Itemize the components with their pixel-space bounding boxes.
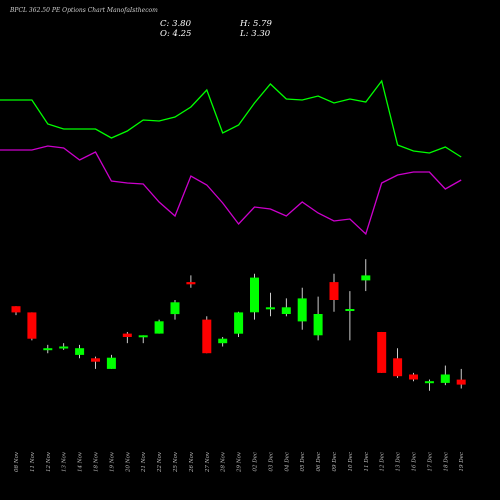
candle — [377, 331, 387, 373]
candle — [154, 319, 164, 334]
x-tick-label: 10 Dec — [348, 452, 354, 472]
candle — [170, 300, 180, 320]
x-tick-label: 14 Nov — [78, 451, 84, 472]
x-tick-label: 12 Dec — [380, 452, 386, 472]
candle-body — [106, 357, 116, 369]
candle-body — [440, 374, 450, 383]
low-value: L: 3.30 — [240, 29, 271, 39]
candle-body — [281, 307, 291, 314]
candle-body — [202, 319, 212, 354]
candle — [234, 311, 244, 337]
candle-body — [43, 348, 53, 351]
candle — [393, 348, 403, 378]
candle — [265, 292, 275, 317]
x-tick-label: 05 Dec — [300, 452, 306, 472]
candle — [297, 287, 307, 330]
candle-body — [409, 374, 418, 380]
candle-body — [186, 282, 196, 285]
indicator-lines — [0, 79, 462, 236]
candle — [313, 296, 323, 341]
x-tick-label: 29 Nov — [237, 451, 243, 473]
candle — [345, 291, 355, 341]
candle — [281, 298, 291, 317]
candle — [329, 273, 339, 312]
candle-body — [122, 333, 132, 337]
candle-body — [250, 277, 259, 313]
candle-body — [59, 346, 69, 349]
candle — [43, 344, 53, 354]
candle-body — [377, 332, 387, 373]
candles — [11, 259, 466, 391]
x-tick-label: 02 Dec — [253, 452, 259, 472]
x-tick-label: 28 Nov — [221, 451, 227, 473]
x-tick-label: 21 Nov — [141, 451, 147, 473]
x-tick-label: 13 Dec — [396, 452, 402, 472]
x-tick-label: 04 Dec — [284, 452, 290, 472]
x-tick-label: 19 Dec — [459, 452, 465, 472]
x-tick-label: 18 Nov — [94, 451, 100, 472]
candle-body — [329, 282, 339, 300]
candle-body — [75, 348, 85, 355]
x-tick-label: 25 Nov — [173, 451, 179, 473]
high-value: H: 5.79 — [240, 19, 272, 29]
candle — [202, 316, 212, 354]
x-tick-label: 18 Dec — [443, 452, 449, 472]
candle — [138, 335, 148, 344]
x-tick-label: 26 Nov — [189, 451, 195, 473]
candle-body — [91, 358, 100, 362]
x-tick-label: 08 Nov — [14, 451, 20, 472]
x-tick-label: 27 Nov — [205, 451, 211, 473]
candle — [361, 259, 371, 292]
candle — [456, 368, 466, 389]
candle — [409, 372, 418, 382]
open-value: O: 4.25 — [160, 29, 192, 39]
candle — [91, 356, 100, 369]
candle — [59, 343, 69, 350]
candle-body — [218, 338, 228, 344]
magenta-line — [0, 145, 462, 236]
x-tick-label: 17 Dec — [427, 452, 433, 472]
x-tick-label: 09 Dec — [332, 452, 338, 472]
x-tick-label: 12 Nov — [46, 451, 52, 472]
candle — [424, 379, 434, 391]
green-line — [0, 79, 462, 158]
x-tick-label: 22 Nov — [157, 451, 163, 473]
candle-body — [138, 335, 148, 338]
candle-body — [265, 307, 275, 310]
chart-title: BPCL 362.50 PE Options Chart ManofaIsthe… — [10, 7, 158, 14]
close-value: C: 3.80 — [160, 19, 191, 29]
candle-body — [361, 275, 371, 281]
candle-body — [313, 314, 323, 336]
candle — [218, 337, 228, 347]
candle — [122, 331, 132, 344]
x-tick-label: 11 Dec — [364, 452, 370, 472]
candle — [250, 273, 259, 320]
x-tick-label: 16 Dec — [412, 452, 418, 472]
x-tick-label: 03 Dec — [268, 452, 274, 472]
x-tick-label: 11 Nov — [30, 451, 36, 472]
candle-body — [297, 298, 307, 322]
candle — [75, 344, 85, 359]
x-axis-labels: 08 Nov 11 Nov 12 Nov 13 Nov 14 Nov 18 Nov 19 N… — [14, 451, 465, 473]
candle — [27, 312, 37, 341]
candle-body — [424, 381, 434, 384]
candle — [11, 306, 21, 316]
candle-body — [27, 312, 37, 339]
candle-body — [11, 306, 21, 313]
candle-body — [154, 321, 164, 334]
candle-body — [345, 309, 355, 311]
candle — [440, 365, 450, 386]
x-tick-label: 13 Nov — [62, 451, 68, 472]
candle-body — [170, 302, 180, 315]
candle — [186, 275, 196, 288]
candle — [106, 354, 116, 369]
candle-body — [456, 379, 466, 385]
x-tick-label: 19 Nov — [109, 451, 115, 472]
candle-body — [393, 358, 403, 377]
candle-body — [234, 312, 244, 334]
x-tick-label: 20 Nov — [125, 451, 131, 473]
x-tick-label: 06 Dec — [316, 452, 322, 472]
